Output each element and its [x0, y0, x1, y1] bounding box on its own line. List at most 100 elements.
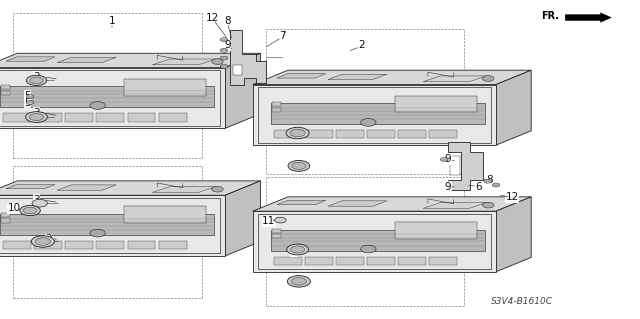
- FancyArrow shape: [565, 12, 612, 23]
- Text: 5: 5: [24, 91, 31, 101]
- Polygon shape: [225, 181, 260, 256]
- Circle shape: [361, 245, 376, 253]
- Circle shape: [35, 238, 51, 245]
- Text: 11: 11: [262, 216, 275, 226]
- Circle shape: [361, 119, 376, 126]
- Circle shape: [220, 48, 228, 52]
- Text: 2: 2: [358, 40, 365, 50]
- Bar: [395, 222, 477, 239]
- Circle shape: [440, 158, 448, 161]
- Bar: [336, 130, 364, 138]
- Bar: [0, 70, 220, 126]
- Bar: [271, 103, 485, 124]
- Polygon shape: [0, 181, 260, 195]
- Bar: [124, 79, 206, 95]
- Polygon shape: [253, 197, 531, 211]
- Bar: [1, 212, 10, 217]
- Circle shape: [484, 179, 492, 183]
- Text: 1: 1: [109, 16, 115, 26]
- Polygon shape: [225, 53, 260, 128]
- Circle shape: [220, 38, 228, 41]
- Polygon shape: [6, 184, 55, 189]
- Bar: [367, 130, 395, 138]
- Bar: [274, 130, 302, 138]
- Circle shape: [32, 199, 47, 207]
- Bar: [3, 241, 31, 249]
- Text: 9: 9: [224, 40, 230, 50]
- Text: 7: 7: [280, 31, 286, 41]
- Circle shape: [220, 64, 228, 68]
- Bar: [1, 91, 10, 95]
- Bar: [0, 86, 214, 108]
- Bar: [65, 241, 93, 249]
- Bar: [97, 241, 124, 249]
- Text: 10: 10: [8, 203, 20, 213]
- Bar: [429, 256, 457, 265]
- Polygon shape: [0, 68, 225, 128]
- Bar: [272, 228, 281, 233]
- Polygon shape: [230, 30, 266, 85]
- Circle shape: [287, 244, 308, 255]
- Bar: [450, 156, 460, 175]
- Polygon shape: [0, 53, 260, 68]
- Circle shape: [26, 95, 34, 99]
- Text: 3: 3: [33, 195, 40, 205]
- Polygon shape: [448, 142, 483, 190]
- Text: 4: 4: [291, 246, 297, 256]
- Bar: [3, 113, 31, 122]
- Polygon shape: [496, 197, 531, 272]
- Circle shape: [90, 229, 105, 237]
- Polygon shape: [277, 200, 326, 205]
- Bar: [0, 198, 220, 253]
- Bar: [127, 241, 156, 249]
- Text: 5: 5: [24, 98, 31, 108]
- Circle shape: [29, 114, 44, 121]
- Bar: [271, 230, 485, 251]
- Bar: [13, 166, 202, 298]
- Circle shape: [291, 246, 305, 253]
- Text: S3V4-B1610C: S3V4-B1610C: [491, 297, 552, 306]
- Bar: [258, 214, 491, 269]
- Bar: [305, 256, 333, 265]
- Text: 4: 4: [291, 279, 297, 289]
- Circle shape: [288, 160, 310, 171]
- Circle shape: [275, 217, 286, 223]
- Bar: [0, 214, 214, 235]
- Bar: [398, 256, 426, 265]
- Circle shape: [483, 76, 494, 81]
- Text: FR.: FR.: [541, 11, 559, 21]
- Bar: [65, 113, 93, 122]
- Bar: [272, 234, 281, 239]
- Text: 12: 12: [206, 12, 219, 23]
- Bar: [1, 85, 10, 89]
- Polygon shape: [58, 57, 116, 63]
- Circle shape: [90, 102, 105, 109]
- Bar: [429, 130, 457, 138]
- Bar: [266, 177, 464, 306]
- Text: 3: 3: [33, 108, 40, 118]
- Bar: [13, 13, 202, 158]
- Bar: [305, 130, 333, 138]
- Circle shape: [286, 127, 309, 139]
- Text: 4: 4: [291, 161, 297, 172]
- Circle shape: [26, 100, 34, 104]
- Circle shape: [31, 236, 54, 247]
- Polygon shape: [328, 201, 387, 206]
- Polygon shape: [152, 59, 216, 65]
- Text: 12: 12: [506, 192, 518, 202]
- Bar: [159, 113, 186, 122]
- Bar: [35, 241, 62, 249]
- Polygon shape: [423, 203, 487, 208]
- Circle shape: [292, 162, 306, 169]
- Bar: [398, 130, 426, 138]
- Bar: [272, 102, 281, 106]
- Text: 8: 8: [486, 175, 493, 185]
- Circle shape: [492, 183, 500, 187]
- Circle shape: [26, 75, 47, 85]
- Polygon shape: [152, 187, 216, 192]
- Text: 6: 6: [476, 182, 482, 192]
- Polygon shape: [253, 85, 496, 145]
- Circle shape: [290, 129, 305, 137]
- Circle shape: [220, 56, 228, 60]
- Polygon shape: [277, 74, 326, 78]
